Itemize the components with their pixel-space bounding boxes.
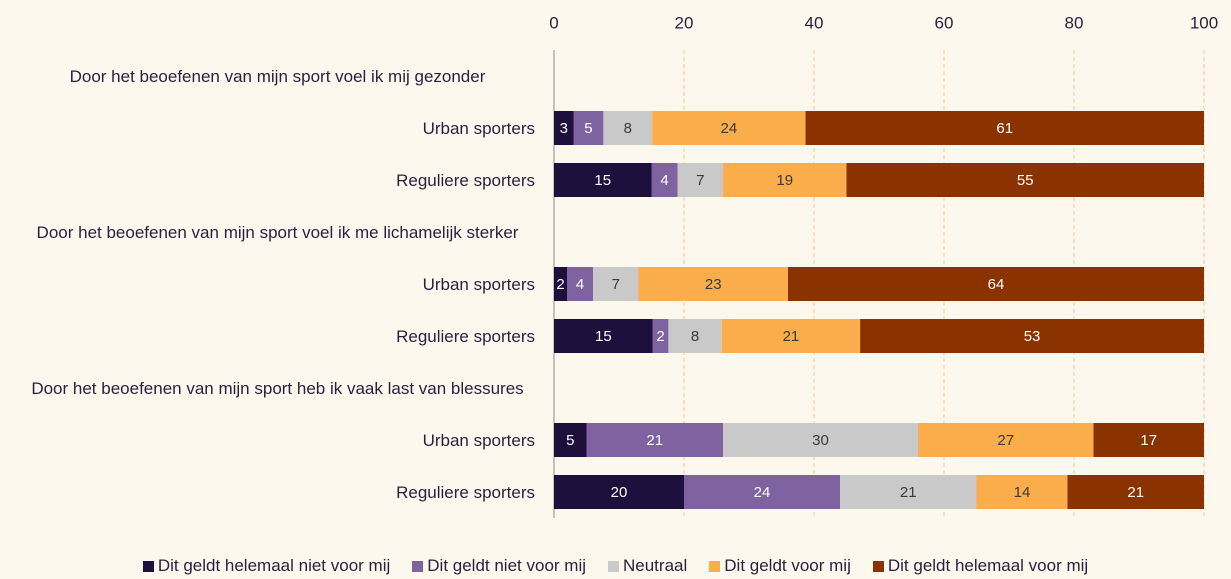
data-label: 15: [594, 172, 611, 189]
data-label: 21: [646, 432, 663, 449]
data-label: 14: [1014, 484, 1031, 501]
bar-segment: [593, 267, 639, 301]
bar-segment: [805, 111, 1204, 145]
legend-item: Dit geldt helemaal niet voor mij: [142, 556, 391, 576]
bar-segment: [652, 111, 806, 145]
bar-segment: [567, 267, 593, 301]
bar-segment: [652, 319, 669, 353]
bar-segment: [840, 475, 977, 509]
data-label: 2: [656, 328, 664, 345]
legend-label: Dit geldt helemaal voor mij: [887, 556, 1089, 575]
bar-segment: [638, 267, 788, 301]
data-label: 5: [566, 432, 574, 449]
legend-swatch: [709, 560, 721, 572]
category-label: Reguliere sporters: [396, 326, 535, 346]
legend-item: Dit geldt voor mij: [709, 556, 851, 576]
x-tick-label: 80: [1065, 13, 1084, 32]
bar-segment: [1093, 423, 1204, 457]
legend-label: Neutraal: [623, 556, 688, 575]
data-label: 21: [783, 328, 800, 345]
data-label: 21: [1127, 484, 1144, 501]
bar-segment: [554, 163, 652, 197]
category-label: Reguliere sporters: [396, 482, 535, 502]
x-tick-label: 0: [549, 13, 558, 32]
bar-segment: [554, 475, 684, 509]
legend-item: Dit geldt helemaal voor mij: [872, 556, 1089, 576]
data-label: 27: [997, 432, 1014, 449]
bar-segment: [554, 267, 567, 301]
bar-segment: [554, 423, 587, 457]
category-label: Urban sporters: [422, 118, 535, 138]
data-label: 53: [1024, 328, 1041, 345]
legend-swatch: [412, 560, 424, 572]
category-label: Reguliere sporters: [396, 170, 535, 190]
category-label: Urban sporters: [422, 430, 535, 450]
legend-swatch: [872, 560, 884, 572]
bar-segment: [723, 423, 918, 457]
legend-item: Dit geldt niet voor mij: [412, 556, 586, 576]
legend-label: Dit geldt niet voor mij: [427, 556, 586, 575]
bar-segment: [677, 163, 723, 197]
bar-segment: [684, 475, 840, 509]
data-label: 8: [624, 120, 632, 137]
bar-segment: [573, 111, 604, 145]
data-label: 2: [556, 276, 564, 293]
legend-item: Neutraal: [608, 556, 687, 576]
bar-segment: [586, 423, 723, 457]
bar-segment: [1067, 475, 1204, 509]
data-label: 55: [1017, 172, 1034, 189]
data-label: 30: [812, 432, 829, 449]
data-label: 23: [705, 276, 722, 293]
data-label: 7: [612, 276, 620, 293]
legend: Dit geldt helemaal niet voor mij Dit geld…: [0, 556, 1231, 576]
bar-segment: [554, 319, 653, 353]
x-tick-label: 100: [1190, 13, 1218, 32]
data-label: 8: [691, 328, 699, 345]
x-tick-label: 40: [805, 13, 824, 32]
bar-segment: [668, 319, 722, 353]
data-label: 19: [776, 172, 793, 189]
legend-label: Dit geldt voor mij: [724, 556, 851, 575]
bar-segment: [651, 163, 678, 197]
bar-segment: [976, 475, 1068, 509]
data-label: 3: [560, 120, 568, 137]
data-label: 20: [611, 484, 628, 501]
bar-segment: [846, 163, 1204, 197]
x-tick-label: 60: [935, 13, 954, 32]
data-label: 7: [696, 172, 704, 189]
legend-swatch: [608, 560, 619, 572]
data-label: 24: [721, 120, 738, 137]
data-label: 15: [595, 328, 612, 345]
data-label: 17: [1140, 432, 1157, 449]
data-label: 61: [996, 120, 1013, 137]
bar-segment: [603, 111, 653, 145]
legend-swatch: [142, 560, 154, 572]
bar-segment: [554, 111, 574, 145]
data-label: 4: [660, 172, 668, 189]
legend-label: Dit geldt helemaal niet voor mij: [157, 556, 391, 575]
category-label: Door het beoefenen van mijn sport voel i…: [36, 222, 519, 242]
bar-segment: [721, 319, 861, 353]
category-label: Door het beoefenen van mijn sport voel i…: [69, 66, 486, 86]
bar-segment: [788, 267, 1204, 301]
category-label: Door het beoefenen van mijn sport heb ik…: [31, 378, 524, 398]
x-tick-label: 20: [675, 13, 694, 32]
bar-segment: [723, 163, 847, 197]
data-label: 21: [900, 484, 917, 501]
bar-segment: [918, 423, 1094, 457]
data-label: 4: [576, 276, 584, 293]
bar-segment: [860, 319, 1204, 353]
data-label: 5: [584, 120, 592, 137]
data-label: 24: [754, 484, 771, 501]
data-label: 64: [988, 276, 1005, 293]
category-label: Urban sporters: [422, 274, 535, 294]
